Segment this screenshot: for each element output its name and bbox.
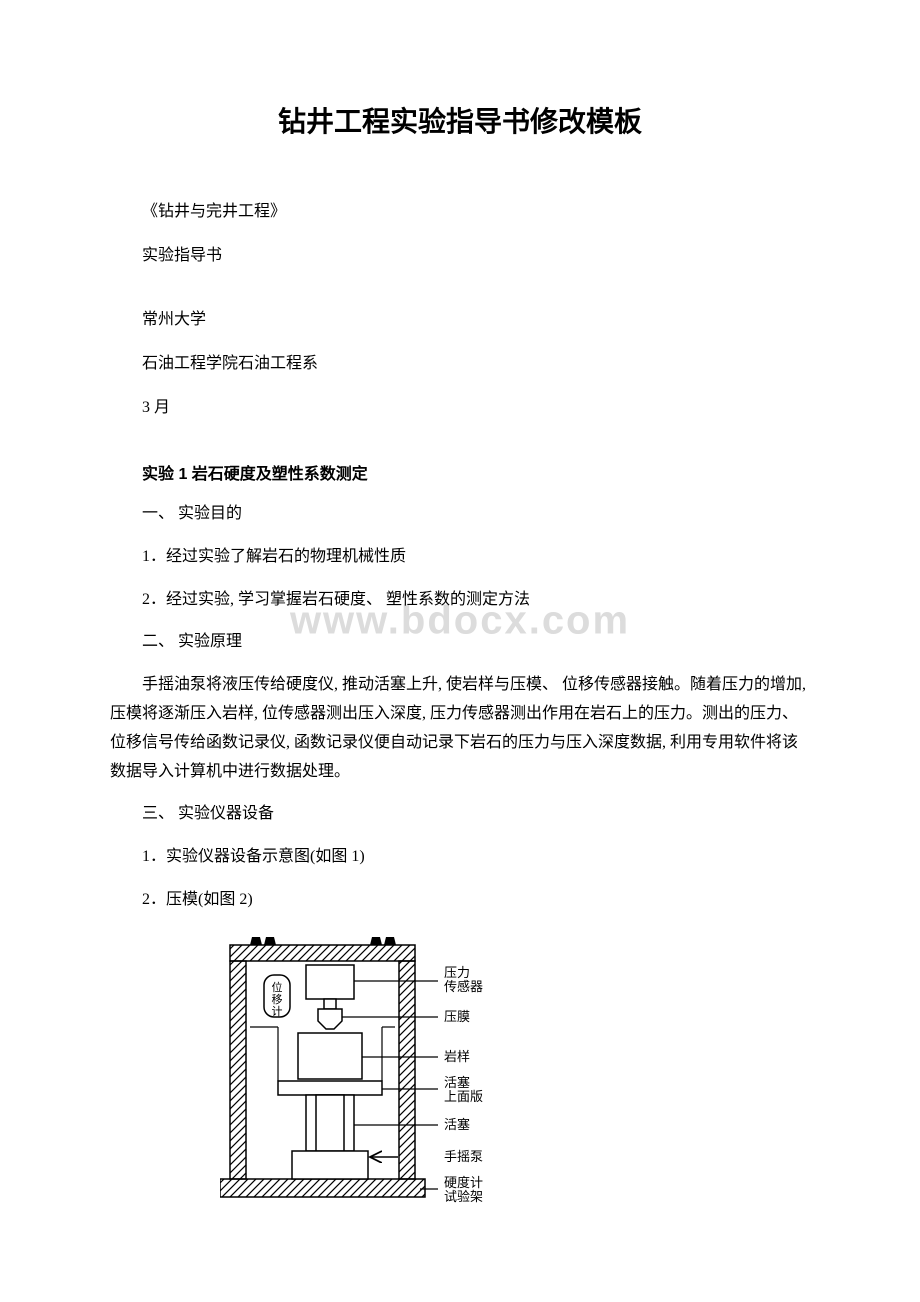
sec3-item1: 1．实验仪器设备示意图(如图 1) bbox=[110, 843, 810, 872]
meta-block: 《钻井与完井工程》 实验指导书 bbox=[110, 200, 810, 268]
label-mold: 压膜 bbox=[444, 1009, 470, 1024]
svg-text:移: 移 bbox=[272, 993, 283, 1006]
apparatus-diagram: 位 移 计 压力 传感器 压膜 岩样 活塞 上面版 bbox=[220, 935, 560, 1215]
label-pressure-sensor-2: 传感器 bbox=[444, 979, 483, 994]
institution-block: 常州大学 石油工程学院石油工程系 3 月 bbox=[110, 308, 810, 420]
experiment-heading: 实验 1 岩石硬度及塑性系数测定 bbox=[110, 460, 810, 484]
book-title: 《钻井与完井工程》 bbox=[110, 200, 810, 224]
label-piston: 活塞 bbox=[444, 1117, 470, 1132]
sec3-item2: 2．压模(如图 2) bbox=[110, 886, 810, 915]
date: 3 月 bbox=[110, 396, 810, 420]
department: 石油工程学院石油工程系 bbox=[110, 352, 810, 376]
sec2-title: 二、 实验原理 bbox=[110, 628, 810, 657]
svg-text:计: 计 bbox=[272, 1005, 283, 1018]
book-subtitle: 实验指导书 bbox=[110, 244, 810, 268]
label-pressure-sensor-1: 压力 bbox=[444, 965, 470, 980]
sec3-title: 三、 实验仪器设备 bbox=[110, 800, 810, 829]
university: 常州大学 bbox=[110, 308, 810, 332]
label-frame-2: 试验架 bbox=[444, 1189, 483, 1204]
sec2-body: 手摇油泵将液压传给硬度仪, 推动活塞上升, 使岩样与压模、 位移传感器接触。随着… bbox=[110, 671, 810, 786]
label-rock: 岩样 bbox=[444, 1049, 470, 1064]
sec1-title: 一、 实验目的 bbox=[110, 500, 810, 529]
label-frame-1: 硬度计 bbox=[444, 1175, 483, 1190]
document-title: 钻井工程实验指导书修改模板 bbox=[110, 100, 810, 140]
label-piston-top-1: 活塞 bbox=[444, 1075, 470, 1090]
label-pump: 手摇泵 bbox=[444, 1149, 483, 1164]
watermark-region: www.bdocx.com 2．经过实验, 学习掌握岩石硬度、 塑性系数的测定方… bbox=[110, 586, 810, 658]
sec1-item2: 2．经过实验, 学习掌握岩石硬度、 塑性系数的测定方法 bbox=[110, 586, 810, 615]
label-displacement-inline: 位 bbox=[272, 980, 283, 994]
label-piston-top-2: 上面版 bbox=[444, 1089, 483, 1104]
sec1-item1: 1．经过实验了解岩石的物理机械性质 bbox=[110, 543, 810, 572]
